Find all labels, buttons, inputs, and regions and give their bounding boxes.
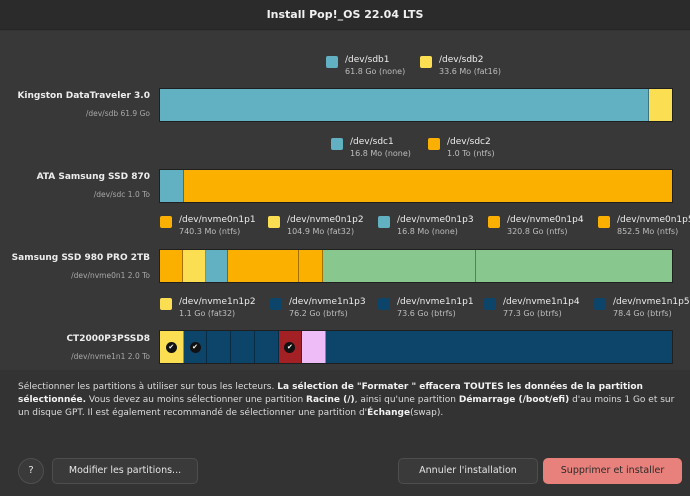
- partition-segment[interactable]: [231, 331, 255, 363]
- legend-swatch: [378, 216, 390, 228]
- device-path: /dev/sdb 61.9 Go: [85, 109, 150, 118]
- partition-segment[interactable]: [322, 250, 476, 282]
- help-button[interactable]: ?: [18, 458, 44, 484]
- legend-device: /dev/nvme1n1p5: [613, 297, 690, 307]
- info-text: , ainsi qu'une partition: [354, 395, 459, 405]
- device-name: Samsung SSD 980 PRO 2TB: [11, 253, 150, 263]
- legend-info: 104.9 Mo (fat32): [287, 227, 355, 236]
- check-icon: ✔: [189, 341, 201, 353]
- legend-swatch: [484, 298, 496, 310]
- legend-info: 76.2 Go (btrfs): [289, 309, 348, 318]
- partition-segment[interactable]: [182, 250, 206, 282]
- device-path: /dev/sdc 1.0 To: [93, 190, 150, 199]
- partition-segment[interactable]: [205, 250, 229, 282]
- legend-swatch: [268, 216, 280, 228]
- partition-segment[interactable]: ✔: [183, 331, 208, 363]
- erase-and-install-button[interactable]: Supprimer et installer: [543, 458, 682, 484]
- partition-segment[interactable]: [326, 331, 672, 363]
- info-text: d'au moins 1 Go et sur un disque GPT. Il…: [18, 395, 675, 418]
- legend-info: 78.4 Go (btrfs): [613, 309, 672, 318]
- device-name: CT2000P3PSSD8: [66, 334, 150, 344]
- legend-info: 1.0 To (ntfs): [447, 149, 495, 158]
- legend-swatch: [378, 298, 390, 310]
- info-swap: Échange: [367, 408, 411, 418]
- disk-list: /dev/sdb1 61.8 Go (none) /dev/sdb2 33.6 …: [0, 31, 690, 370]
- legend-device: /dev/nvme0n1p3: [397, 215, 474, 225]
- window-title: Install Pop!_OS 22.04 LTS: [0, 0, 690, 30]
- partition-segment[interactable]: [184, 170, 672, 202]
- device-path: /dev/nvme1n1 2.0 To: [71, 352, 150, 361]
- legend-device: /dev/nvme1n1p3: [289, 297, 366, 307]
- partition-bar: [159, 249, 673, 283]
- partition-segment[interactable]: [207, 331, 232, 363]
- legend-swatch: [488, 216, 500, 228]
- legend-info: 73.6 Go (btrfs): [397, 309, 456, 318]
- device-name: Kingston DataTraveler 3.0: [17, 91, 150, 101]
- legend-info: 16.8 Mo (none): [397, 227, 458, 236]
- info-boot: Démarrage (/boot/efi): [458, 395, 570, 405]
- legend-info: 16.8 Mo (none): [350, 149, 411, 158]
- legend-swatch: [160, 298, 172, 310]
- partition-segment[interactable]: [160, 170, 184, 202]
- check-icon: ✔: [284, 341, 296, 353]
- legend-info: 33.6 Mo (fat16): [439, 67, 501, 76]
- legend-info: 61.8 Go (none): [345, 67, 406, 76]
- legend-swatch: [160, 216, 172, 228]
- legend-device: /dev/nvme0n1p4: [507, 215, 584, 225]
- legend-swatch: [594, 298, 606, 310]
- partition-segment[interactable]: [299, 250, 323, 282]
- partition-segment[interactable]: [160, 89, 649, 121]
- modify-partitions-button[interactable]: Modifier les partitions...: [52, 458, 198, 484]
- legend-swatch: [326, 56, 338, 68]
- legend-device: /dev/nvme0n1p1: [179, 215, 256, 225]
- legend-device: /dev/sdb2: [439, 55, 484, 65]
- legend-device: /dev/nvme0n1p2: [287, 215, 364, 225]
- cancel-install-button[interactable]: Annuler l'installation: [398, 458, 538, 484]
- legend-device: /dev/nvme0n1p5: [617, 215, 690, 225]
- legend-device: /dev/sdc2: [447, 137, 491, 147]
- legend-device: /dev/nvme1n1p1: [397, 297, 474, 307]
- info-text: (swap).: [410, 408, 444, 418]
- legend-info: 77.3 Go (btrfs): [503, 309, 562, 318]
- partition-segment[interactable]: ✔: [160, 331, 184, 363]
- info-text: Vous devez au moins sélectionner une par…: [86, 395, 307, 405]
- device-name: ATA Samsung SSD 870: [36, 172, 150, 182]
- partition-segment[interactable]: [160, 250, 183, 282]
- legend-swatch: [598, 216, 610, 228]
- info-root: Racine (/): [306, 395, 355, 405]
- partition-bar: [159, 169, 673, 203]
- legend-device: /dev/sdc1: [350, 137, 394, 147]
- legend-device: /dev/nvme1n1p4: [503, 297, 580, 307]
- partition-segment[interactable]: [254, 331, 279, 363]
- info-text: Sélectionner les partitions à utiliser s…: [18, 382, 278, 392]
- legend-info: 740.3 Mo (ntfs): [179, 227, 241, 236]
- partition-bar: [159, 88, 673, 122]
- legend-device: /dev/sdb1: [345, 55, 390, 65]
- partition-segment[interactable]: [302, 331, 327, 363]
- legend-swatch: [428, 138, 440, 150]
- legend-swatch: [331, 138, 343, 150]
- legend-info: 1.1 Go (fat32): [179, 309, 236, 318]
- partition-segment[interactable]: ✔: [278, 331, 303, 363]
- check-icon: ✔: [165, 341, 177, 353]
- legend-swatch: [270, 298, 282, 310]
- instructions-text: Sélectionner les partitions à utiliser s…: [18, 381, 680, 420]
- legend-info: 320.8 Go (ntfs): [507, 227, 568, 236]
- legend-device: /dev/nvme1n1p2: [179, 297, 256, 307]
- partition-segment[interactable]: [648, 89, 672, 121]
- partition-bar: ✔ ✔ ✔: [159, 330, 673, 364]
- legend-info: 852.5 Mo (ntfs): [617, 227, 679, 236]
- partition-segment[interactable]: [228, 250, 300, 282]
- partition-segment[interactable]: [475, 250, 672, 282]
- legend-swatch: [420, 56, 432, 68]
- device-path: /dev/nvme0n1 2.0 To: [71, 271, 150, 280]
- info-warning: La sélection de "Formater " effacera TOU…: [18, 382, 643, 405]
